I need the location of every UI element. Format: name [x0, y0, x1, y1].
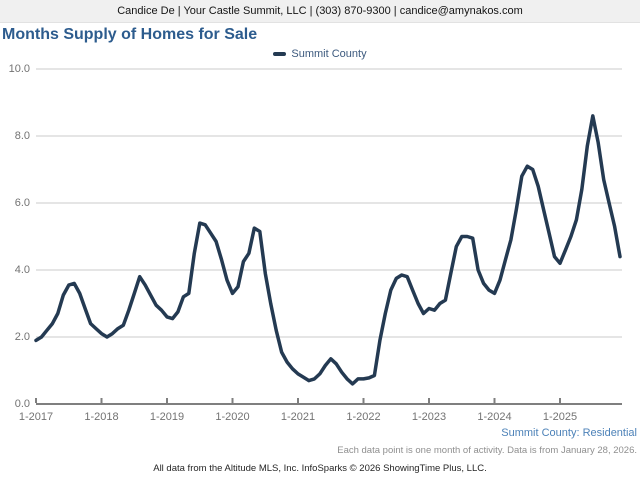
- x-tick-label: 1-2020: [215, 411, 250, 423]
- x-tick-label: 1-2024: [477, 411, 512, 423]
- contact-header-bar: Candice De | Your Castle Summit, LLC | (…: [0, 0, 640, 23]
- contact-info-text: Candice De | Your Castle Summit, LLC | (…: [117, 5, 523, 17]
- y-axis-labels: 0.0 2.0 4.0 6.0 8.0 10.0: [0, 0, 30, 480]
- x-tick-label: 1-2019: [149, 411, 185, 423]
- x-tick-label: 1-2021: [280, 411, 316, 423]
- y-tick-label: 4.0: [14, 264, 30, 276]
- market-descriptor: Summit County: Residential: [501, 427, 637, 439]
- y-tick-label: 10.0: [8, 63, 30, 75]
- attribution-text: All data from the Altitude MLS, Inc. Inf…: [153, 463, 487, 474]
- legend: Summit County: [0, 47, 640, 60]
- page-title: Months Supply of Homes for Sale: [2, 26, 258, 43]
- series-line-summit-county: [34, 114, 622, 386]
- y-tick-label: 8.0: [14, 130, 30, 142]
- x-tick-label: 1-2022: [346, 411, 381, 423]
- x-tick-label: 1-2017: [18, 411, 54, 423]
- y-tick-label: 6.0: [14, 197, 30, 209]
- y-tick-label: 2.0: [14, 331, 30, 343]
- data-note: Each data point is one month of activity…: [337, 445, 637, 456]
- x-tick-label: 1-2025: [542, 411, 578, 423]
- y-tick-label: 0.0: [14, 398, 30, 410]
- x-axis-labels: 1-2017 1-2018 1-2019 1-2020 1-2021 1-2022 1-20…: [0, 411, 640, 425]
- legend-label: Summit County: [291, 47, 367, 60]
- x-tick-label: 1-2023: [411, 411, 447, 423]
- x-tick-label: 1-2018: [84, 411, 119, 423]
- legend-line-swatch: [273, 51, 287, 56]
